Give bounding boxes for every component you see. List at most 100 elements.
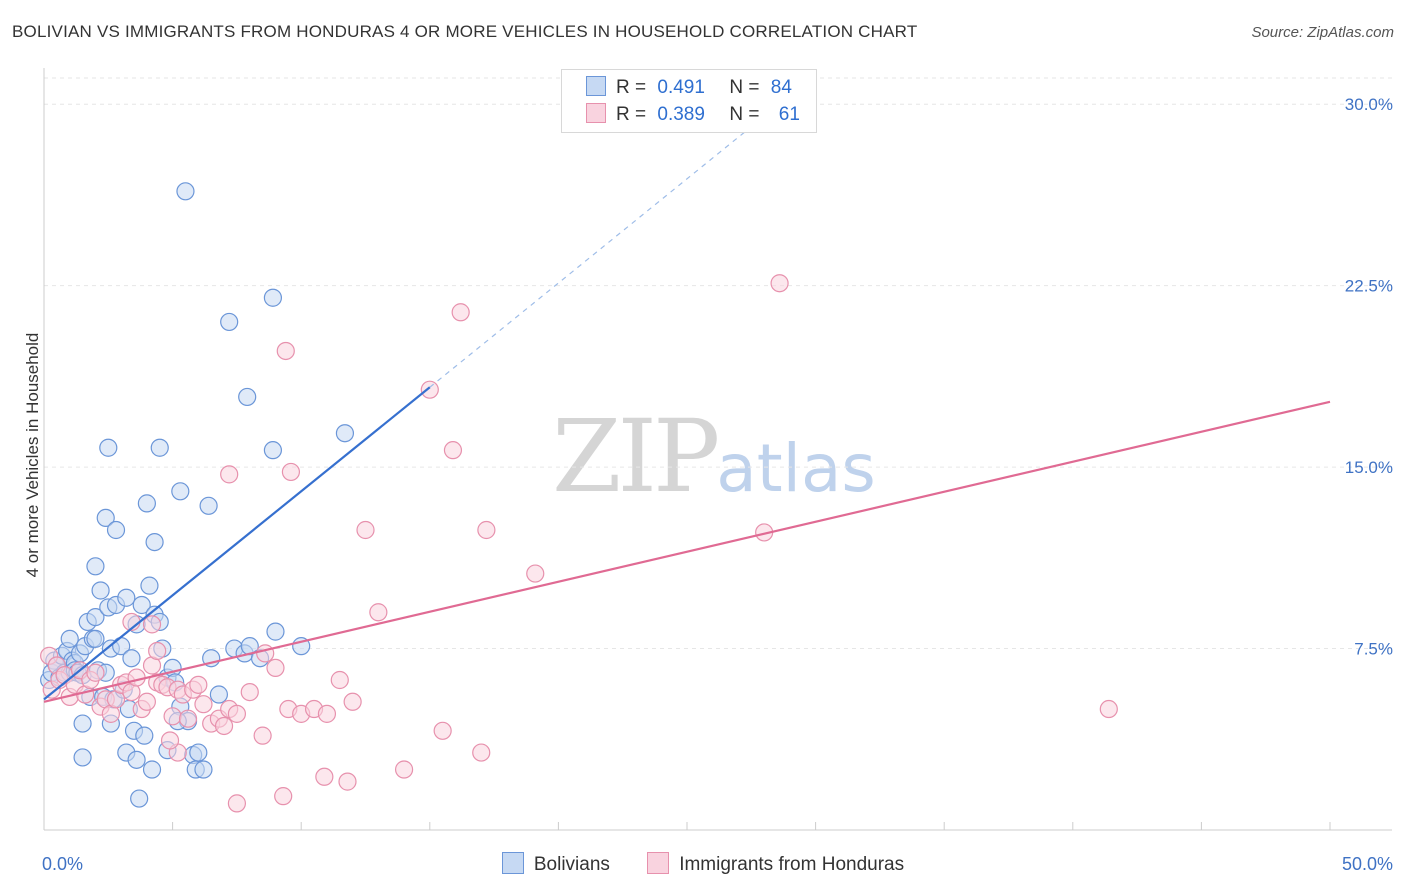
axes [43, 68, 1392, 831]
point-bolivians [130, 789, 149, 808]
point-honduras [472, 743, 491, 762]
point-bolivians [145, 532, 164, 552]
legend-r-value: 0.389 [657, 104, 705, 125]
point-bolivians [176, 182, 195, 201]
point-bolivians [263, 441, 283, 460]
point-bolivians [91, 581, 110, 600]
point-bolivians [238, 387, 257, 407]
watermark-zip: ZIP [552, 398, 720, 515]
tick-labels: 7.5% 15.0% 22.5% 30.0% 0.0% 50.0% 4 or more Ve… [23, 95, 1393, 874]
point-honduras [343, 692, 362, 711]
point-honduras [142, 615, 162, 634]
point-bolivians [137, 494, 156, 513]
legend-row-bolivians: R = 0.491 N = 84 [586, 76, 792, 99]
point-bolivians [189, 743, 208, 762]
grid [44, 77, 1392, 650]
watermark: ZIPatlas [552, 398, 876, 515]
legend-swatch-honduras [647, 852, 670, 874]
point-bolivians [73, 714, 92, 733]
point-honduras [214, 716, 234, 736]
point-bolivians [171, 482, 190, 501]
chart-title: BOLIVIAN VS IMMIGRANTS FROM HONDURAS 4 O… [12, 22, 918, 41]
legend-label-honduras: Immigrants from Honduras [679, 854, 905, 875]
point-bolivians [132, 595, 151, 615]
point-honduras [148, 641, 167, 661]
legend-item-bolivians[interactable]: Bolivians [501, 852, 610, 876]
legend-label-bolivians: Bolivians [533, 854, 610, 875]
point-honduras [256, 644, 275, 663]
trend-line-honduras [43, 400, 1331, 703]
point-honduras [317, 704, 337, 723]
point-honduras [189, 675, 208, 694]
point-honduras [160, 731, 180, 750]
point-honduras [178, 709, 198, 728]
trend-layer [43, 115, 1331, 703]
trend-extension-bolivians [429, 115, 765, 388]
point-honduras [127, 668, 146, 687]
source-label: Source: ZipAtlas.com [1251, 24, 1394, 41]
point-bolivians [99, 438, 118, 457]
point-bolivians [127, 750, 146, 769]
point-honduras [526, 564, 545, 583]
point-honduras [443, 441, 463, 460]
point-bolivians [263, 288, 283, 307]
point-honduras [266, 658, 285, 678]
point-honduras [356, 520, 375, 540]
point-bolivians [220, 312, 239, 332]
point-honduras [281, 462, 301, 482]
point-honduras [163, 707, 182, 726]
legend-row-honduras: R = 0.389 N = 61 [586, 103, 800, 126]
point-honduras [253, 726, 272, 745]
x-tick-label: 50.0% [1342, 854, 1393, 874]
y-axis-label: 4 or more Vehicles in Household [23, 333, 42, 578]
point-bolivians [150, 438, 169, 457]
y-tick-label: 15.0% [1345, 458, 1393, 477]
y-tick-label: 22.5% [1345, 277, 1393, 296]
point-bolivians [73, 748, 92, 767]
legend-n-value: 61 [778, 104, 800, 125]
series-layer [40, 182, 1118, 813]
watermark-atlas: atlas [716, 430, 876, 507]
point-honduras [220, 465, 239, 484]
point-honduras [330, 670, 349, 690]
point-bolivians [142, 760, 162, 779]
point-honduras [451, 303, 470, 322]
point-bolivians [60, 629, 79, 648]
point-bolivians [86, 557, 105, 576]
point-bolivians [117, 588, 136, 607]
point-honduras [274, 787, 293, 806]
legend-item-honduras[interactable]: Immigrants from Honduras [647, 852, 904, 876]
point-honduras [369, 603, 388, 622]
point-bolivians [209, 685, 228, 704]
x-tick-label: 0.0% [42, 854, 83, 874]
point-bolivians [194, 760, 213, 779]
point-honduras [420, 380, 439, 399]
legend-swatch-honduras [586, 103, 606, 123]
point-bolivians [96, 508, 115, 528]
point-honduras [194, 695, 213, 714]
point-honduras [315, 767, 334, 786]
legend-r-label: R = [616, 77, 647, 98]
point-bolivians [122, 649, 141, 668]
point-honduras [1099, 699, 1118, 719]
point-bolivians [335, 424, 355, 443]
point-bolivians [140, 576, 159, 595]
legend-n-value: 84 [770, 77, 792, 98]
series-legend: Bolivians Immigrants from Honduras [0, 852, 1406, 876]
point-honduras [227, 704, 246, 723]
point-bolivians [135, 726, 154, 745]
y-tick-label: 30.0% [1345, 95, 1393, 114]
point-honduras [276, 341, 295, 361]
point-bolivians [106, 520, 126, 540]
correlation-legend: R = 0.491 N = 84 R = 0.389 N = 61 [561, 69, 817, 133]
point-honduras [137, 692, 156, 711]
point-bolivians [199, 496, 218, 515]
point-honduras [240, 682, 259, 702]
point-honduras [433, 721, 452, 740]
legend-swatch-bolivians [501, 852, 524, 874]
point-bolivians [86, 607, 105, 627]
point-honduras [338, 772, 357, 791]
point-honduras [227, 794, 246, 813]
point-honduras [394, 760, 414, 779]
y-tick-label: 7.5% [1354, 640, 1393, 659]
